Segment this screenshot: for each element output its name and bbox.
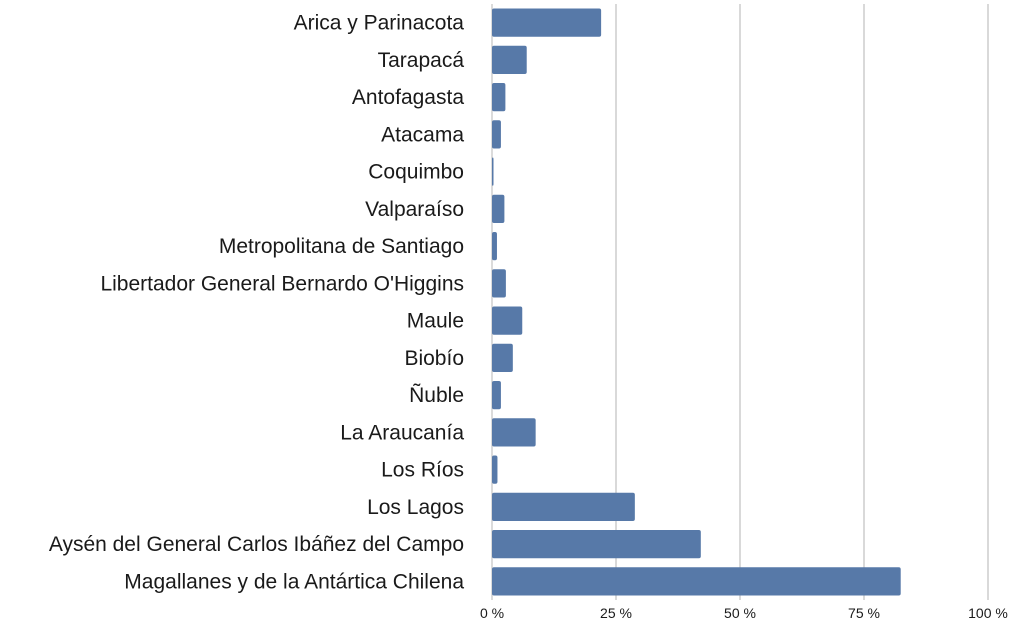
category-label: Los Lagos (367, 496, 464, 519)
category-labels: Arica y Parinacota Tarapacá Antofagasta Ata… (49, 12, 465, 594)
bar (492, 492, 635, 522)
x-tick-label: 0 % (480, 605, 504, 621)
category-label: Ñuble (409, 383, 464, 407)
bar (492, 418, 536, 447)
category-label: Libertador General Bernardo O'Higgins (100, 272, 464, 295)
bar (492, 455, 498, 484)
category-label: Arica y Parinacota (294, 12, 465, 35)
bar (492, 269, 506, 298)
category-label: Valparaíso (365, 198, 464, 221)
category-label: Maule (407, 310, 464, 333)
category-label: Antofagasta (352, 86, 464, 109)
x-tick-label: 75 % (848, 605, 880, 621)
category-label: Biobío (404, 347, 464, 370)
category-label: Magallanes y de la Antártica Chilena (124, 570, 464, 593)
bars (492, 8, 901, 596)
bar (492, 120, 501, 149)
category-label: Aysén del General Carlos Ibáñez del Camp… (49, 533, 464, 556)
bar (492, 343, 513, 373)
category-label: Metropolitana de Santiago (219, 235, 464, 258)
bar (492, 567, 901, 596)
bar (492, 231, 497, 261)
x-tick-labels: 0 % 25 % 50 % 75 % 100 % (480, 605, 1008, 621)
bar (492, 82, 506, 112)
bar (492, 380, 501, 410)
bar (492, 529, 701, 559)
bar (492, 306, 523, 335)
category-label: Los Ríos (381, 459, 464, 482)
category-label: Coquimbo (368, 161, 464, 184)
bar (492, 157, 494, 186)
x-tick-label: 50 % (724, 605, 756, 621)
category-label: Tarapacá (378, 49, 465, 72)
x-tick-label: 25 % (600, 605, 632, 621)
x-tick-label: 100 % (968, 605, 1008, 621)
category-label: La Araucanía (340, 421, 464, 444)
bar (492, 194, 505, 224)
bar (492, 45, 527, 75)
category-label: Atacama (381, 123, 464, 146)
bar (492, 8, 602, 37)
